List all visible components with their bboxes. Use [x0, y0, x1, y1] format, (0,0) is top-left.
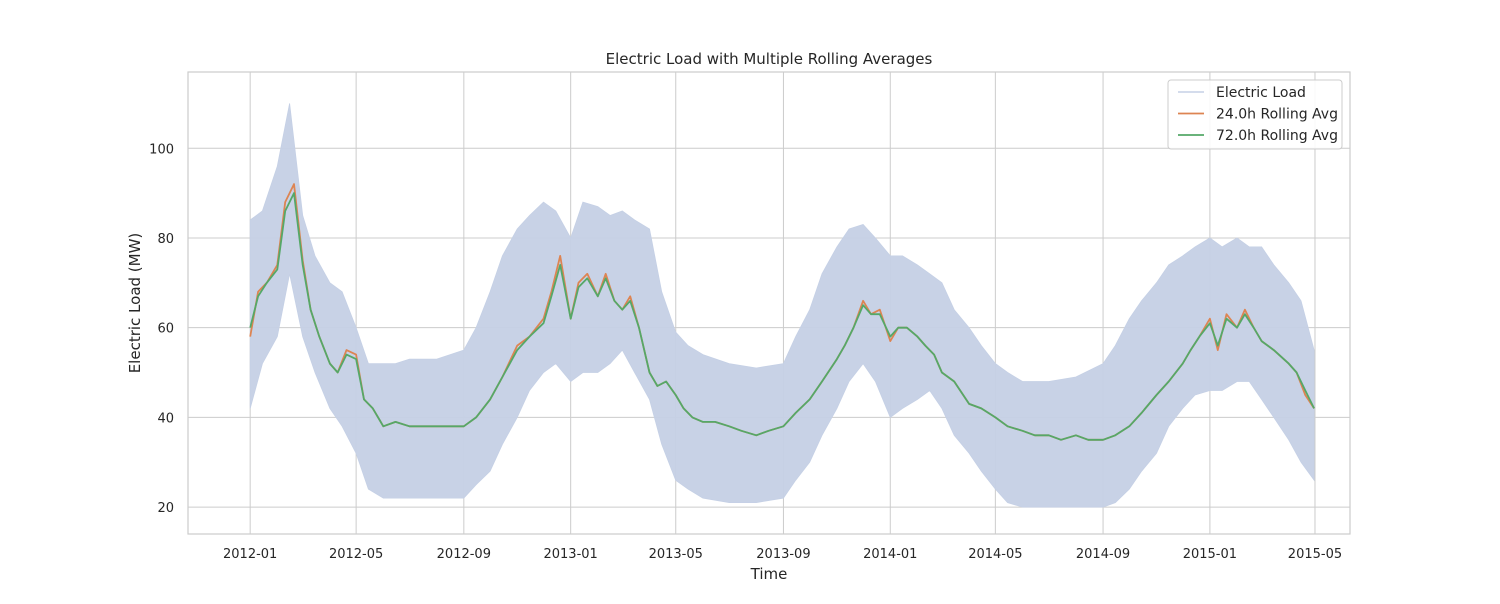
legend-label: 72.0h Rolling Avg [1216, 128, 1338, 144]
x-axis-ticks: 2012-01 2012-05 2012-09 2013-01 2013-05 2013-… [223, 547, 1342, 562]
x-tick-label: 2015-01 [1183, 547, 1237, 562]
y-tick-label: 60 [157, 322, 174, 337]
legend-box [1167, 79, 1343, 150]
y-tick-label: 20 [157, 501, 174, 516]
x-tick-label: 2012-01 [223, 547, 277, 562]
x-tick-label: 2013-09 [756, 547, 810, 562]
chart-title: Electric Load with Multiple Rolling Aver… [606, 50, 933, 68]
legend-label: 24.0h Rolling Avg [1216, 107, 1338, 123]
x-tick-label: 2014-09 [1076, 547, 1130, 562]
x-axis-label: Time [750, 565, 788, 583]
y-tick-label: 100 [149, 142, 174, 157]
legend: Electric Load 24.0h Rolling Avg 72.0h Roll… [1167, 79, 1343, 150]
x-tick-label: 2013-05 [649, 547, 703, 562]
y-axis-label: Electric Load (MW) [126, 233, 144, 374]
x-tick-label: 2012-05 [329, 547, 383, 562]
y-tick-label: 80 [157, 232, 174, 247]
electric-load-band [249, 103, 1315, 508]
legend-label: Electric Load [1216, 85, 1306, 101]
rolling-avg-72h-line [249, 192, 1315, 441]
x-tick-label: 2012-09 [437, 547, 491, 562]
x-tick-label: 2014-05 [968, 547, 1022, 562]
x-tick-label: 2013-01 [543, 547, 597, 562]
x-tick-label: 2014-01 [863, 547, 917, 562]
y-tick-label: 40 [157, 411, 174, 426]
y-axis-ticks: 20 40 60 80 100 [149, 142, 174, 516]
series-group [249, 103, 1315, 508]
x-tick-label: 2015-05 [1288, 547, 1342, 562]
